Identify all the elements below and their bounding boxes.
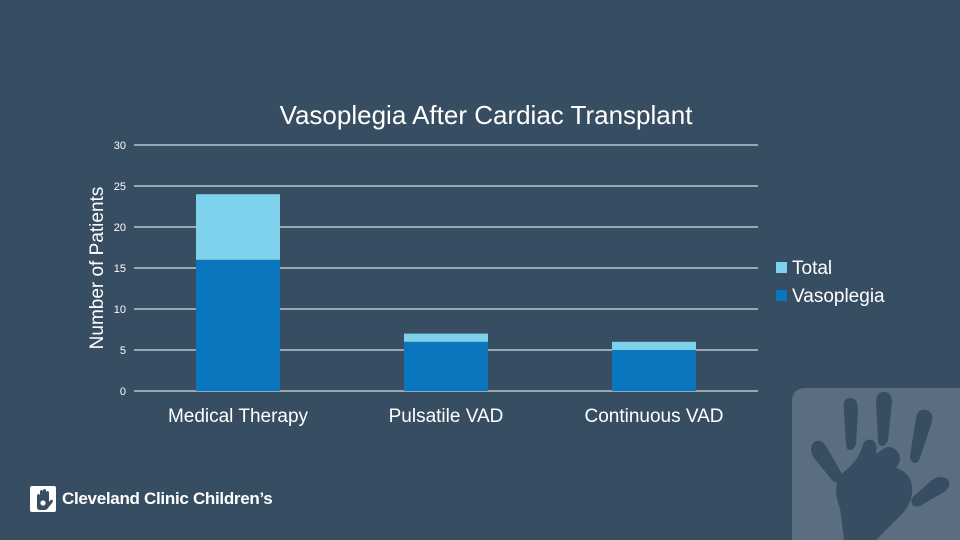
- chart-title: Vasoplegia After Cardiac Transplant: [280, 100, 694, 130]
- y-tick-label: 10: [114, 304, 126, 316]
- x-tick-label: Continuous VAD: [584, 406, 723, 427]
- legend-label: Vasoplegia: [792, 286, 885, 307]
- y-tick-label: 0: [120, 386, 126, 398]
- bar-total: [404, 333, 488, 342]
- y-tick-label: 25: [114, 181, 126, 193]
- brand: Cleveland Clinic Children’s: [30, 486, 273, 512]
- bar-total: [196, 194, 280, 260]
- bars: [196, 194, 696, 391]
- y-tick-label: 15: [114, 263, 126, 275]
- bar-total: [612, 341, 696, 350]
- cleveland-clinic-hand-logo: [30, 486, 56, 512]
- x-tick-label: Pulsatile VAD: [389, 406, 504, 427]
- brand-name: Cleveland Clinic Children’s: [62, 489, 273, 508]
- y-tick-label: 30: [114, 140, 126, 152]
- y-axis-label: Number of Patients: [87, 187, 108, 350]
- x-tick-label: Medical Therapy: [168, 406, 309, 427]
- handprint-graphic: [792, 388, 960, 540]
- legend-label: Total: [792, 258, 832, 279]
- bar-vasoplegia: [612, 350, 696, 391]
- y-tick-label: 20: [114, 222, 126, 234]
- legend-swatch-total: [776, 262, 787, 273]
- legend-swatch-vasoplegia: [776, 290, 787, 301]
- bar-vasoplegia: [404, 341, 488, 391]
- x-axis-labels: Medical Therapy Pulsatile VAD Continuous V…: [168, 406, 724, 427]
- legend: Total Vasoplegia: [776, 258, 885, 307]
- bar-vasoplegia: [196, 259, 280, 391]
- y-tick-label: 5: [120, 345, 126, 357]
